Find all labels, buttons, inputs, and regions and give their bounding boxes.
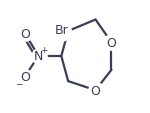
Text: O: O	[106, 36, 116, 49]
Text: Br: Br	[54, 24, 68, 37]
Text: N: N	[34, 50, 43, 63]
Text: O: O	[20, 27, 30, 40]
Text: −: −	[15, 78, 23, 87]
Text: +: +	[40, 45, 48, 54]
Text: O: O	[91, 84, 100, 97]
Text: O: O	[20, 70, 30, 83]
